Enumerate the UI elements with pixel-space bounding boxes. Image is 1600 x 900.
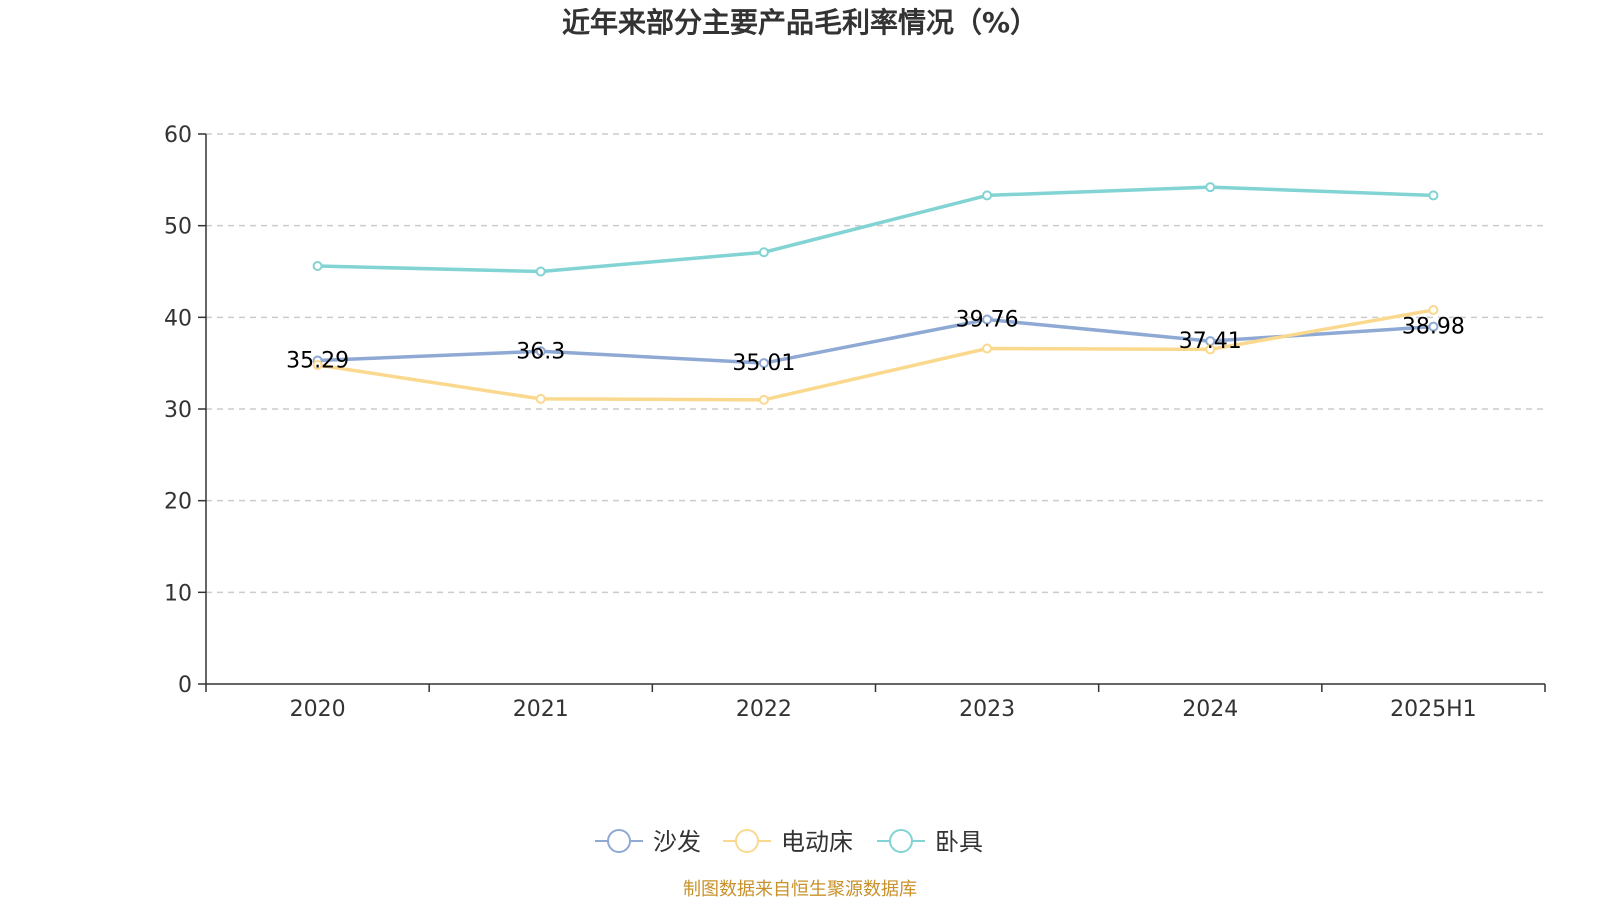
x-tick-label: 2025H1 <box>1390 697 1477 722</box>
series-line-3 <box>317 185 1434 274</box>
data-point <box>982 314 993 325</box>
series-line-1 <box>317 317 1434 365</box>
legend-marker <box>889 829 913 853</box>
data-point <box>1205 344 1216 355</box>
data-label: 36.3 <box>516 339 565 364</box>
data-point <box>1428 190 1439 201</box>
data-label: 39.76 <box>956 308 1019 333</box>
data-point <box>535 266 546 277</box>
y-tick-label: 0 <box>178 673 192 698</box>
data-point <box>758 394 769 405</box>
legend-marker <box>607 829 631 853</box>
legend-label: 卧具 <box>935 828 983 856</box>
x-tick-label: 2024 <box>1182 697 1238 722</box>
data-point <box>758 358 769 369</box>
x-tick-label: 2023 <box>959 697 1015 722</box>
grid-lines <box>206 133 1545 594</box>
axes: 0 10 20 30 40 50 60 2020 2021 2022 2023 2024 2025H1 <box>164 123 1546 722</box>
data-point <box>982 343 993 354</box>
data-point <box>535 346 546 357</box>
data-label: 38.98 <box>1402 315 1465 340</box>
data-point <box>982 190 993 201</box>
y-tick-label: 40 <box>164 306 192 331</box>
y-tick-label: 20 <box>164 490 192 515</box>
x-tick-label: 2020 <box>290 697 346 722</box>
legend-item-2[interactable]: 电动床 <box>723 828 853 856</box>
series-lines <box>312 182 1439 405</box>
y-tick-label: 30 <box>164 398 192 423</box>
data-point <box>758 247 769 258</box>
source-note: 制图数据来自恒生聚源数据库 <box>683 879 917 900</box>
x-tick-label: 2021 <box>513 697 569 722</box>
x-tick-label: 2022 <box>736 697 792 722</box>
legend-label: 电动床 <box>781 828 853 856</box>
legend-item-3[interactable]: 卧具 <box>877 828 983 856</box>
series-line-2 <box>317 308 1434 402</box>
legend-label: 沙发 <box>653 828 701 856</box>
data-point <box>312 360 323 370</box>
chart-title: 近年来部分主要产品毛利率情况（%） <box>562 6 1038 39</box>
data-label: 35.29 <box>286 349 349 374</box>
legend-marker <box>735 829 759 853</box>
data-label: 35.01 <box>732 351 795 376</box>
y-tick-label: 60 <box>164 123 192 148</box>
data-point <box>312 261 323 271</box>
data-point <box>1205 182 1216 193</box>
y-tick-label: 50 <box>164 215 192 240</box>
legend[interactable]: 沙发 电动床 卧具 <box>595 828 983 856</box>
data-point <box>1428 305 1439 315</box>
data-labels: 35.29 36.3 35.01 39.76 37.41 38.98 <box>286 308 1465 377</box>
legend-item-1[interactable]: 沙发 <box>595 828 701 856</box>
data-label: 37.41 <box>1179 329 1242 354</box>
data-point <box>535 393 546 404</box>
y-tick-label: 10 <box>164 581 192 606</box>
data-point <box>1428 321 1439 332</box>
